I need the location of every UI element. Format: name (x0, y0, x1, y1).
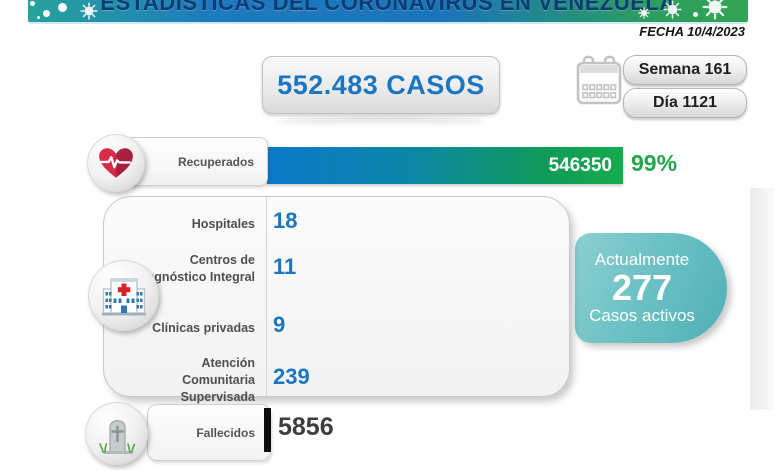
active-cases-value: 277 (611, 267, 673, 308)
recuperados-percent: 99% (631, 150, 678, 176)
facility-label-clinicas: Clínicas privadas (152, 321, 255, 335)
virus-icon (80, 2, 98, 20)
panel-divider (266, 197, 267, 396)
fallecidos-value: 5856 (278, 413, 334, 441)
semana-badge: Semana 161 (623, 55, 747, 85)
decor-dot (43, 10, 50, 17)
fallecidos-label: Fallecidos (196, 425, 255, 440)
tombstone-icon (85, 402, 148, 465)
total-cases-box: 552.483 CASOS (262, 56, 500, 114)
decor-dot (30, 1, 35, 6)
decor-dot (693, 12, 698, 17)
virus-icon (702, 0, 728, 20)
recuperados-label: Recuperados (177, 154, 254, 169)
virus-icon (663, 0, 682, 19)
calendar-icon (576, 55, 622, 105)
active-cases-breakdown-panel (103, 196, 570, 397)
recuperados-value: 546350 (548, 154, 612, 176)
hospital-icon (88, 260, 159, 331)
decor-dot (37, 16, 40, 19)
active-cases-subcaption: Casos activos (589, 306, 695, 325)
recuperados-progress-bar: 546350 (267, 147, 623, 184)
facility-label-atencion-comunitaria: Atención Comunitaria Supervisada (180, 356, 255, 404)
decor-dot (58, 3, 67, 12)
virus-icon (638, 7, 650, 19)
heart-pulse-icon (87, 134, 145, 192)
recuperados-label-box: Recuperados (126, 137, 268, 186)
fallecidos-bar (264, 408, 271, 452)
title-banner: ESTADÍSTICAS DEL CORONAVIRUS EN VENEZUEL… (28, 0, 748, 24)
facility-value-hospitales: 18 (273, 208, 298, 233)
page-title: ESTADÍSTICAS DEL CORONAVIRUS EN VENEZUEL… (100, 0, 676, 15)
facility-value-atencion-comunitaria: 239 (273, 364, 310, 389)
total-cases-value: 552.483 CASOS (277, 69, 485, 100)
facility-value-cdi: 11 (273, 254, 297, 279)
active-cases-box: Actualmente 277 Casos activos (575, 233, 727, 343)
active-cases-caption: Actualmente (594, 250, 690, 269)
date-label: FECHA 10/4/2023 (639, 24, 745, 39)
facility-label-hospitales: Hospitales (191, 217, 255, 231)
dia-badge: Día 1121 (623, 88, 747, 118)
fallecidos-label-box: Fallecidos (147, 404, 271, 461)
facility-value-clinicas: 9 (273, 312, 286, 337)
semana-label: Semana 161 (638, 61, 732, 78)
dia-label: Día 1121 (652, 94, 718, 111)
page-edge-shade (750, 188, 774, 410)
